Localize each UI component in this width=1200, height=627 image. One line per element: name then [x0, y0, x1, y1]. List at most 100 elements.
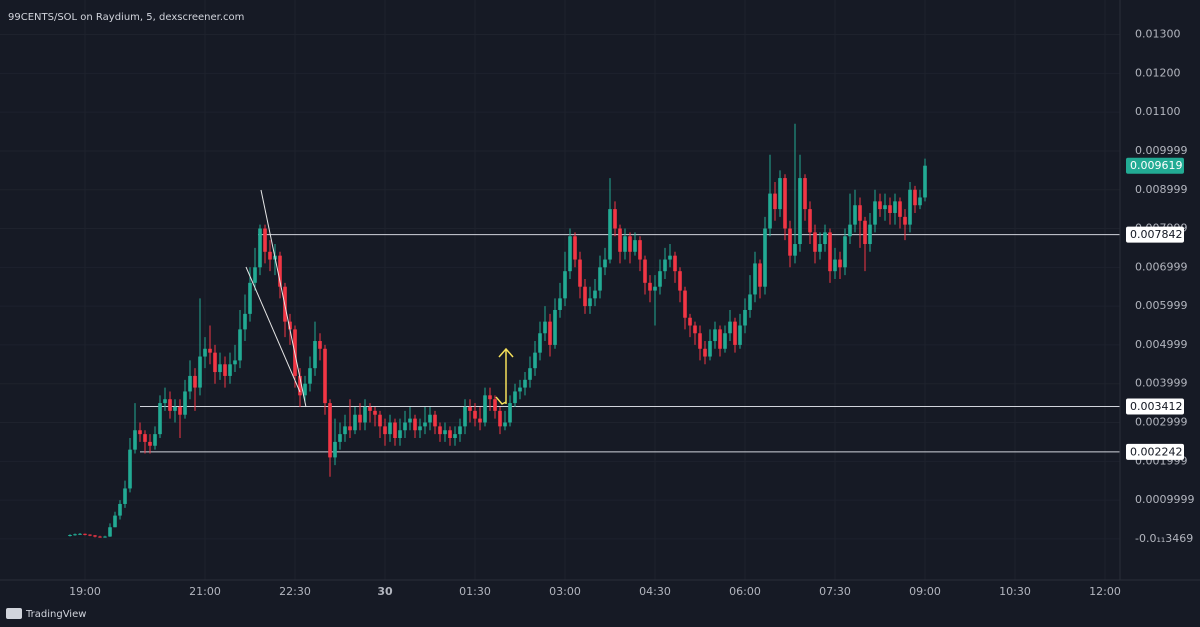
candle-body — [103, 536, 107, 538]
x-tick-label: 21:00 — [189, 585, 221, 598]
candle-body — [488, 395, 492, 400]
candle-body — [643, 259, 647, 283]
axes: 0.01300 0.01200 0.01100 0.009999 0.008999 0.0… — [69, 28, 1194, 598]
candle-body — [683, 290, 687, 318]
candle-body — [678, 271, 682, 291]
price-line-label: 0.002242 — [1130, 445, 1183, 458]
candle-body — [523, 379, 527, 388]
candle-body — [763, 228, 767, 287]
candle-body — [878, 201, 882, 210]
candle-body — [728, 321, 732, 334]
candle-body — [473, 410, 477, 419]
candle-body — [203, 348, 207, 357]
y-tick-label: -0.0₁₁3469 — [1135, 532, 1193, 545]
y-tick-label: 0.003999 — [1135, 377, 1188, 390]
candle-body — [718, 329, 722, 349]
candle-body — [548, 321, 552, 345]
candle-body — [673, 255, 677, 272]
candle-body — [598, 267, 602, 291]
candle-body — [188, 375, 192, 392]
candle-body — [373, 410, 377, 415]
candle-body — [913, 189, 917, 206]
candle-body — [688, 317, 692, 326]
candle-body — [388, 422, 392, 435]
candle-body — [453, 434, 457, 439]
candle-body — [438, 426, 442, 435]
candle-body — [238, 329, 242, 361]
candle-body — [148, 441, 152, 446]
candle-body — [908, 189, 912, 225]
x-tick-label: 30 — [377, 585, 393, 598]
candle-body — [863, 220, 867, 245]
candle-body — [123, 488, 127, 504]
arrow-head — [498, 347, 514, 358]
candle-body — [328, 403, 332, 458]
price-line-label: 0.007842 — [1130, 228, 1183, 241]
candle-body — [193, 375, 197, 388]
candle-body — [158, 403, 162, 435]
candle-body — [138, 430, 142, 435]
candle-body — [333, 441, 337, 458]
candle-body — [603, 259, 607, 268]
candle-body — [858, 205, 862, 221]
candle-body — [753, 263, 757, 295]
candle-body — [308, 368, 312, 384]
candle-body — [888, 205, 892, 213]
candle-body — [233, 360, 237, 365]
candle-body — [208, 348, 212, 353]
candle-body — [593, 290, 597, 299]
candle-body — [398, 430, 402, 439]
price-line-label: 0.003412 — [1130, 400, 1183, 413]
candle-body — [278, 255, 282, 287]
candle-body — [618, 228, 622, 252]
candle-body — [468, 406, 472, 411]
candle-body — [248, 282, 252, 314]
y-tick-label: 0.01100 — [1135, 105, 1181, 118]
candle-body — [653, 286, 657, 291]
candle-body — [583, 286, 587, 307]
candle-body — [143, 434, 147, 442]
candle-body — [843, 236, 847, 268]
candle-body — [458, 426, 462, 435]
candle-body — [833, 259, 837, 272]
candle-body — [508, 403, 512, 423]
x-tick-label: 01:30 — [459, 585, 491, 598]
candle-body — [708, 341, 712, 357]
candle-body — [808, 209, 812, 233]
candle-body — [413, 418, 417, 431]
candle-body — [83, 533, 87, 535]
candle-body — [578, 259, 582, 287]
x-tick-label: 22:30 — [279, 585, 311, 598]
candle-body — [503, 422, 507, 427]
y-tick-label: 0.006999 — [1135, 260, 1188, 273]
candle-body — [348, 426, 352, 431]
candle-body — [198, 356, 202, 388]
candle-body — [163, 399, 167, 404]
candle-body — [448, 430, 452, 439]
candle-body — [313, 341, 317, 369]
candle-body — [343, 426, 347, 435]
candle-body — [303, 383, 307, 396]
candle-body — [68, 534, 72, 536]
candle-body — [793, 244, 797, 256]
candle-body — [873, 201, 877, 225]
candle-body — [528, 368, 532, 380]
candle-body — [568, 236, 572, 272]
candle-body — [533, 352, 537, 369]
candle-body — [393, 422, 397, 439]
candle-body — [428, 414, 432, 423]
candle-body — [378, 414, 382, 427]
x-tick-label: 04:30 — [639, 585, 671, 598]
y-tick-label: 0.002999 — [1135, 416, 1188, 429]
candle-body — [893, 201, 897, 213]
candle-body — [318, 341, 322, 349]
candle-body — [898, 201, 902, 217]
candle-body — [658, 271, 662, 287]
candle-body — [713, 329, 717, 342]
candle-body — [883, 205, 887, 210]
candle-body — [628, 236, 632, 252]
candle-body — [88, 534, 92, 536]
candle-body — [543, 321, 547, 334]
